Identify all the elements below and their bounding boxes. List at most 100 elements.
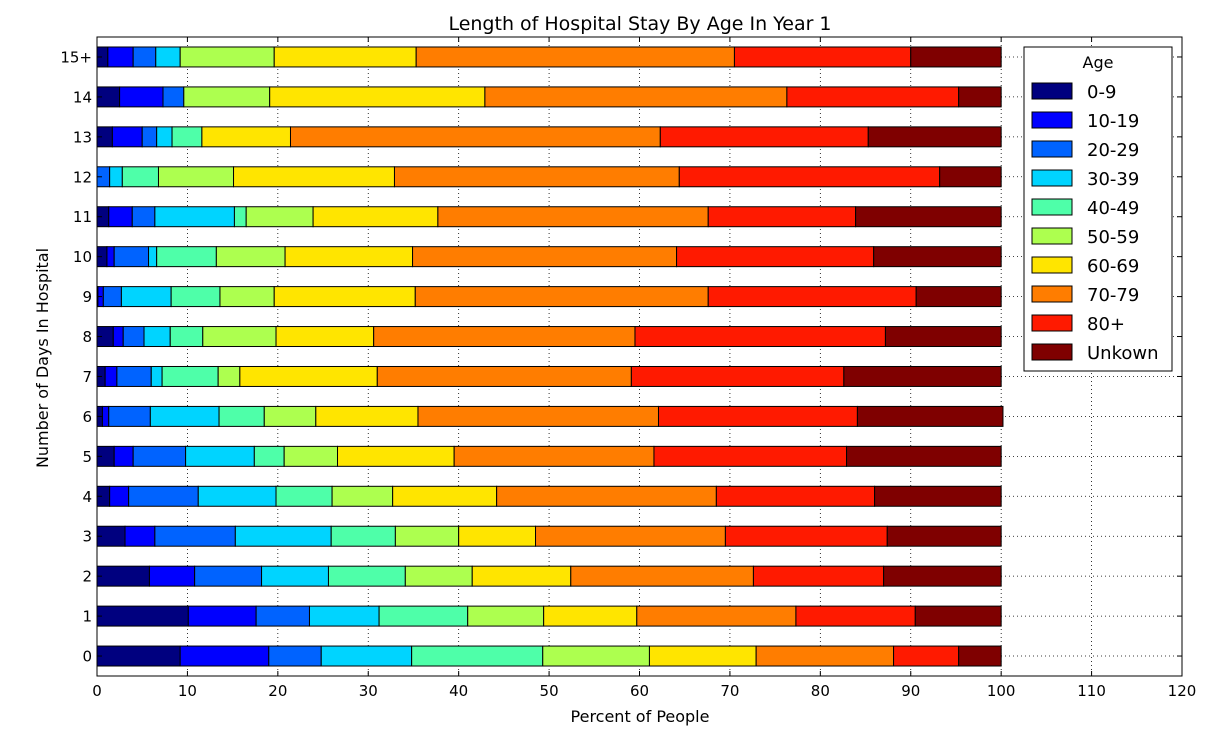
legend-swatch — [1031, 256, 1073, 274]
bar-segment — [122, 326, 145, 348]
bar-segment — [245, 206, 314, 228]
bar-segment — [157, 166, 235, 188]
bar-segment — [141, 126, 158, 148]
bar-segment — [148, 565, 196, 587]
legend-swatch — [1031, 140, 1073, 158]
bar-segment — [171, 126, 203, 148]
bar-segment — [634, 326, 886, 348]
bar-segment — [542, 645, 650, 667]
x-tick-label: 50 — [540, 682, 559, 700]
bar-segment — [154, 206, 235, 228]
bar-segment — [101, 405, 110, 427]
bar-segment — [112, 326, 124, 348]
bar-segment — [234, 525, 332, 547]
bar-segment — [154, 525, 236, 547]
bar-segment — [884, 326, 1002, 348]
bar-segment — [393, 166, 680, 188]
bar-segment — [131, 206, 156, 228]
bar-segment — [484, 86, 788, 108]
bar-segment — [183, 86, 271, 108]
bar-segment — [752, 565, 885, 587]
y-tick-label: 7 — [82, 368, 92, 386]
bar-segment — [415, 46, 735, 68]
y-tick-label: 15+ — [60, 48, 92, 66]
bar-segment — [143, 326, 171, 348]
bar-segment — [873, 246, 1002, 268]
y-tick-label: 10 — [73, 248, 92, 266]
bar-segment — [733, 46, 912, 68]
y-tick-label: 2 — [82, 568, 92, 586]
bar-segment — [958, 645, 1002, 667]
bar-segment — [119, 86, 164, 108]
x-tick-label: 60 — [630, 682, 649, 700]
legend-swatch — [1031, 111, 1073, 129]
bar-segment — [678, 166, 941, 188]
bar-segment — [132, 445, 187, 467]
bar-segment — [239, 365, 378, 387]
bar-segment — [786, 86, 960, 108]
bar-segment — [320, 645, 413, 667]
bar-segment — [218, 405, 265, 427]
x-tick-label: 70 — [720, 682, 739, 700]
bar-segment — [707, 206, 857, 228]
legend-label: 40-49 — [1087, 198, 1139, 219]
y-tick-label: 0 — [82, 648, 92, 666]
legend-label: 60-69 — [1087, 256, 1139, 277]
bar-segment — [121, 166, 159, 188]
bar-segment — [109, 166, 123, 188]
y-axis-label: Number of Days In Hospital — [33, 248, 52, 468]
chart-title: Length of Hospital Stay By Age In Year 1 — [448, 13, 831, 35]
bar-segment — [715, 485, 876, 507]
bar-segment — [910, 46, 1002, 68]
x-tick-label: 80 — [811, 682, 830, 700]
y-tick-label: 14 — [73, 88, 92, 106]
bar-segment — [458, 525, 537, 547]
bar-segment — [308, 605, 380, 627]
bar-segment — [161, 365, 219, 387]
bar-segment — [453, 445, 655, 467]
bar-segment — [261, 565, 329, 587]
bar-segment — [874, 485, 1002, 507]
bar-segment — [417, 405, 659, 427]
legend-label: 30-39 — [1087, 169, 1139, 190]
legend-label: 50-59 — [1087, 227, 1139, 248]
legend-swatch — [1031, 343, 1073, 361]
bar-segment — [201, 126, 291, 148]
y-tick-label: 13 — [73, 128, 92, 146]
bar-segment — [915, 286, 1002, 308]
legend-swatch — [1031, 285, 1073, 303]
bar-segment — [676, 246, 875, 268]
bar-segment — [108, 405, 151, 427]
y-tick-label: 4 — [82, 488, 92, 506]
bar-segment — [111, 126, 143, 148]
bar-segment — [535, 525, 726, 547]
bar-segment — [269, 86, 486, 108]
bar-segment — [255, 605, 310, 627]
x-tick-label: 10 — [178, 682, 197, 700]
bar-segment — [124, 525, 156, 547]
bar-segment — [155, 46, 181, 68]
bar-segment — [373, 326, 636, 348]
bar-segment — [150, 365, 163, 387]
x-tick-label: 100 — [987, 682, 1016, 700]
bar-segment — [96, 645, 181, 667]
bar-segment — [179, 645, 270, 667]
bar-segment — [96, 605, 189, 627]
legend-label: 70-79 — [1087, 285, 1139, 306]
bar-segment — [149, 405, 220, 427]
bar-segment — [162, 86, 185, 108]
bar-segment — [107, 46, 134, 68]
bar-segment — [846, 445, 1002, 467]
x-tick-label: 90 — [901, 682, 920, 700]
legend-swatch — [1031, 82, 1073, 100]
bar-segment — [284, 246, 414, 268]
bar-segment — [268, 645, 322, 667]
bar-segment — [120, 286, 172, 308]
legend-label: Unkown — [1087, 343, 1159, 364]
bar-segment — [106, 246, 115, 268]
y-tick-label: 9 — [82, 288, 92, 306]
bar-segment — [636, 605, 797, 627]
bar-segment — [185, 445, 255, 467]
bar-segment — [648, 645, 757, 667]
